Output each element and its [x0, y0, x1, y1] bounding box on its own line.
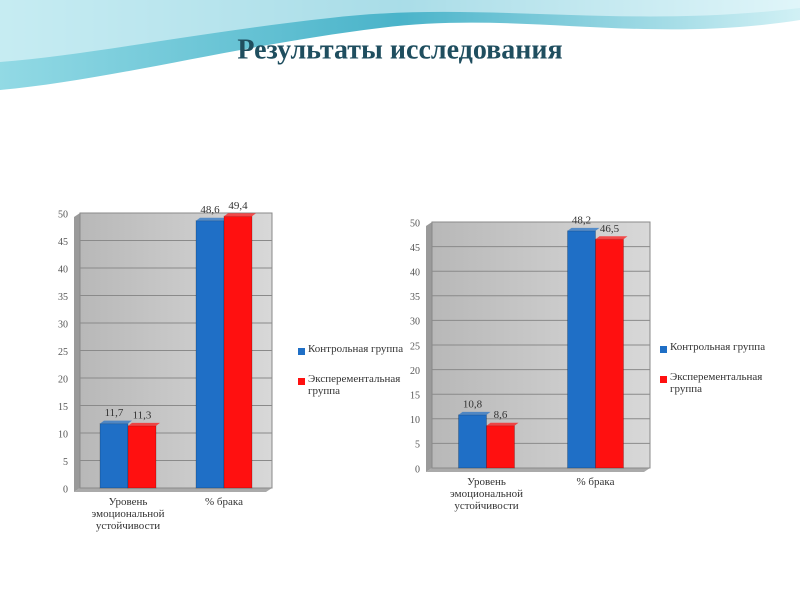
- y-tick-label: 40: [410, 267, 420, 278]
- legend-label: Эксперементальная группа: [308, 373, 401, 397]
- bar-top: [567, 227, 600, 231]
- y-tick-label: 45: [410, 243, 420, 254]
- x-tick-label-box: % брака: [576, 476, 615, 488]
- plot-wall-side: [426, 222, 432, 472]
- bar: [127, 425, 157, 489]
- y-tick-label: 50: [58, 209, 68, 220]
- legend-label: Контрольная группа: [670, 341, 766, 353]
- x-tick-label-box: Уровень эмоциональной устойчивости: [449, 476, 523, 512]
- x-tick-label: % брака: [205, 496, 243, 508]
- bar: [486, 425, 515, 469]
- value-label: 8,6: [494, 409, 508, 421]
- value-label: 46,5: [600, 223, 620, 235]
- y-tick-label: 40: [58, 264, 68, 275]
- value-label: 11,3: [133, 409, 152, 421]
- legend-label-box: Контрольная группа: [308, 343, 404, 355]
- y-tick-label: 45: [58, 237, 68, 248]
- bar: [595, 238, 624, 469]
- value-label: 49,4: [228, 200, 248, 212]
- y-tick-label: 25: [410, 341, 420, 352]
- y-tick-label: 50: [410, 218, 420, 229]
- y-tick-label: 5: [63, 457, 68, 468]
- plot-wall-side: [74, 213, 80, 492]
- value-label: 11,7: [105, 407, 124, 419]
- value-label: 48,6: [200, 204, 220, 216]
- legend-swatch: [660, 346, 667, 353]
- x-tick-label-box: % брака: [205, 496, 243, 508]
- value-label: 10,8: [463, 398, 483, 410]
- y-tick-label: 10: [410, 415, 420, 426]
- plot-floor: [74, 488, 272, 492]
- bar: [195, 220, 225, 489]
- bar-top: [486, 422, 519, 426]
- legend-label-box: Эксперементальная группа: [308, 373, 401, 397]
- slide-title: Результаты исследования: [237, 34, 562, 65]
- legend-swatch: [660, 376, 667, 383]
- y-tick-label: 35: [410, 292, 420, 303]
- y-tick-label: 20: [58, 374, 68, 385]
- legend-label: Контрольная группа: [308, 343, 404, 355]
- legend-label-box: Контрольная группа: [670, 341, 766, 353]
- y-tick-label: 0: [415, 464, 420, 475]
- legend-swatch: [298, 348, 305, 355]
- bar-top: [196, 217, 228, 221]
- bar-top: [595, 236, 628, 240]
- y-tick-label: 5: [415, 440, 420, 451]
- bar: [223, 215, 253, 489]
- y-tick-label: 15: [410, 390, 420, 401]
- x-tick-label-box: Уровень эмоциональной устойчивости: [91, 496, 165, 532]
- plot-floor: [426, 468, 650, 472]
- value-label: 48,2: [572, 214, 591, 226]
- legend-label: Эксперементальная группа: [670, 371, 763, 395]
- header-wave-light: [0, 0, 800, 62]
- bar: [458, 414, 487, 469]
- x-tick-label: % брака: [576, 476, 615, 488]
- bar-top: [458, 411, 491, 415]
- y-tick-label: 10: [58, 429, 68, 440]
- bar-top: [100, 420, 132, 424]
- y-tick-label: 15: [58, 402, 68, 413]
- x-tick-label: Уровень эмоциональной устойчивости: [449, 476, 523, 512]
- y-tick-label: 30: [58, 319, 68, 330]
- bar-top: [128, 422, 160, 426]
- y-tick-label: 35: [58, 292, 68, 303]
- bar: [567, 230, 596, 469]
- bar-top: [224, 213, 256, 217]
- legend-swatch: [298, 378, 305, 385]
- y-tick-label: 25: [58, 347, 68, 358]
- y-tick-label: 30: [410, 317, 420, 328]
- x-tick-label: Уровень эмоциональной устойчивости: [91, 496, 165, 532]
- bar: [99, 423, 129, 489]
- legend-label-box: Эксперементальная группа: [670, 371, 763, 395]
- y-tick-label: 0: [63, 484, 68, 495]
- y-tick-label: 20: [410, 366, 420, 377]
